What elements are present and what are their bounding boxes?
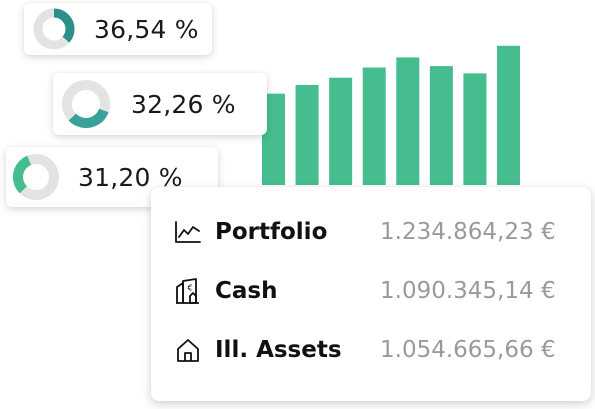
- summary-label: Portfolio: [215, 219, 328, 245]
- donut-chart-icon: [62, 80, 110, 128]
- summary-row-ill-assets: Ill. Assets 1.054.665,66 €: [173, 330, 573, 370]
- bar-4: [362, 67, 386, 185]
- summary-label: Ill. Assets: [215, 337, 342, 363]
- donut-chart-icon: [33, 8, 75, 50]
- bar-7: [463, 73, 487, 185]
- donut-card-2: 32,26 %: [53, 73, 267, 135]
- summary-card: Portfolio 1.234.864,23 € € Cash 1.090.34…: [151, 187, 591, 401]
- donut-segment: [33, 8, 75, 50]
- donut-percentage: 36,54 %: [94, 14, 199, 44]
- bar-3: [329, 77, 353, 185]
- donut-segment: [12, 154, 59, 200]
- donut-card-1: 36,54 %: [24, 3, 212, 55]
- bar-chart: [262, 45, 520, 185]
- house-icon: [173, 335, 203, 365]
- line-chart-icon: [173, 217, 203, 247]
- bar-5: [396, 57, 420, 185]
- donut-chart-icon: [12, 154, 59, 200]
- donut-segment: [62, 80, 110, 128]
- summary-row-portfolio: Portfolio 1.234.864,23 €: [173, 212, 573, 252]
- donut-percentage: 31,20 %: [78, 162, 183, 192]
- svg-text:€: €: [188, 284, 193, 293]
- bar-2: [295, 84, 319, 185]
- summary-value: 1.090.345,14 €: [380, 278, 556, 304]
- bar-1: [262, 93, 285, 185]
- summary-value: 1.234.864,23 €: [380, 219, 556, 245]
- building-euro-icon: €: [173, 276, 203, 306]
- summary-row-cash: € Cash 1.090.345,14 €: [173, 271, 573, 311]
- bar-6: [429, 66, 453, 185]
- donut-percentage: 32,26 %: [131, 89, 236, 119]
- summary-label: Cash: [215, 278, 278, 304]
- bar-8: [497, 45, 520, 185]
- summary-value: 1.054.665,66 €: [380, 337, 556, 363]
